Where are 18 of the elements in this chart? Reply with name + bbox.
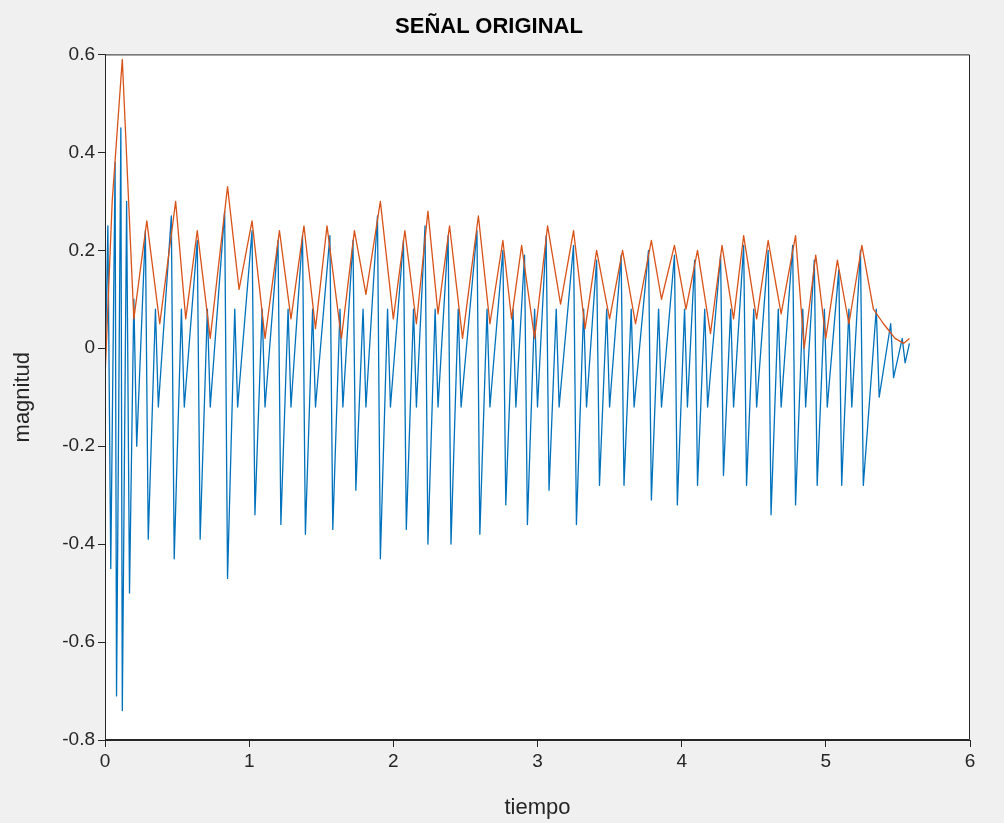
y-tick-label: -0.8 — [62, 728, 95, 750]
x-axis-title: tiempo — [504, 793, 571, 819]
x-tick-label: 5 — [820, 749, 832, 771]
chart-title: SEÑAL ORIGINAL — [395, 13, 583, 39]
x-tick-label: 3 — [532, 749, 543, 771]
y-tick-label: 0 — [84, 336, 95, 358]
y-tick-label: 0.4 — [68, 140, 96, 162]
y-axis-title: magnitud — [9, 351, 35, 443]
y-tick-label: 0.2 — [68, 238, 95, 260]
x-tick-label: 0 — [99, 749, 111, 771]
y-tick-label: 0.6 — [68, 42, 95, 64]
y-tick-label: -0.4 — [62, 532, 96, 554]
x-tick-label: 2 — [388, 749, 399, 771]
x-tick-label: 1 — [243, 749, 255, 771]
x-tick-label: 4 — [676, 749, 688, 771]
y-tick-label: -0.2 — [62, 434, 95, 456]
y-tick-label: -0.6 — [62, 630, 95, 652]
x-tick-label: 6 — [964, 749, 976, 771]
